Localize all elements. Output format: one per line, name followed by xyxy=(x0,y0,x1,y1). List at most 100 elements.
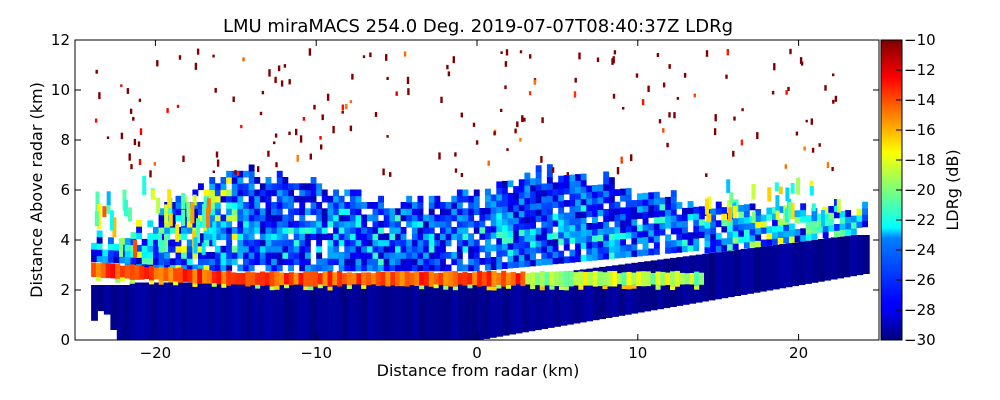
cloud-cell xyxy=(350,233,356,241)
cloud-cell xyxy=(350,220,356,228)
cloud-cell xyxy=(158,214,165,222)
melting-layer-cell xyxy=(689,273,695,285)
cloud-cell xyxy=(569,237,576,244)
cloud-cell xyxy=(158,208,165,216)
cloud-cell xyxy=(822,225,829,233)
cloud-cell xyxy=(518,179,525,187)
fall-streak xyxy=(751,183,756,200)
melting-layer-edge xyxy=(361,285,367,289)
cloud-cell xyxy=(389,258,396,266)
cloud-cell xyxy=(276,170,283,178)
cloud-cell xyxy=(282,245,289,253)
cloud-cell xyxy=(271,202,278,209)
cloud-cell xyxy=(456,233,463,241)
cloud-cell xyxy=(321,220,328,228)
cloud-cell xyxy=(417,220,424,228)
cloud-cell xyxy=(361,227,368,234)
clutter-column xyxy=(367,282,375,340)
cloud-cell xyxy=(395,264,401,272)
fall-streak xyxy=(190,202,195,224)
cloud-cell xyxy=(456,202,463,209)
cloud-cell xyxy=(698,212,705,220)
clutter-column xyxy=(387,282,394,340)
cloud-cell xyxy=(406,214,413,222)
cloud-cell xyxy=(372,227,379,234)
melting-layer-cell xyxy=(477,270,483,287)
cloud-cell xyxy=(501,237,508,244)
melting-layer-cell xyxy=(395,271,401,287)
cloud-cell xyxy=(710,227,717,235)
melting-layer-cell xyxy=(370,273,376,285)
colorbar-tick-label: −16 xyxy=(904,121,936,139)
cloud-cell xyxy=(597,197,604,204)
cloud-cell xyxy=(293,227,300,234)
cloud-cell xyxy=(456,252,463,259)
colorbar-ticks: −30−28−26−24−22−20−18−16−14−12−10 xyxy=(896,31,936,349)
high-echo xyxy=(789,48,792,55)
cloud-cell xyxy=(569,174,576,182)
cloud-cell xyxy=(642,236,649,244)
cloud-cell xyxy=(113,250,120,257)
cloud-cell xyxy=(411,252,418,259)
cloud-cell xyxy=(530,240,536,248)
high-echo xyxy=(733,116,736,121)
cloud-cell xyxy=(372,239,379,247)
cloud-cell xyxy=(558,206,565,214)
cloud-cell xyxy=(597,240,604,248)
cloud-cell xyxy=(496,181,503,189)
cloud-cell xyxy=(417,239,424,247)
cloud-cell xyxy=(237,183,244,191)
cloud-cell xyxy=(648,248,655,256)
cloud-cell xyxy=(361,264,368,272)
cloud-cell xyxy=(158,252,165,259)
cloud-cell xyxy=(541,196,548,203)
cloud-cell xyxy=(518,260,525,268)
melting-layer-cell xyxy=(448,270,454,287)
cloud-cell xyxy=(237,208,244,216)
melting-layer-edge xyxy=(443,285,449,290)
cloud-cell xyxy=(704,240,711,248)
fall-streak xyxy=(127,207,132,222)
cloud-cell xyxy=(653,223,660,230)
cloud-cell xyxy=(417,264,424,272)
cloud-cell xyxy=(434,202,441,209)
cloud-cell xyxy=(203,189,210,197)
cloud-cell xyxy=(378,233,384,241)
cloud-cell xyxy=(209,239,216,247)
cloud-cell xyxy=(653,204,660,212)
melting-layer-cell xyxy=(100,262,106,279)
cloud-cell xyxy=(226,258,233,266)
clutter-column xyxy=(374,282,381,340)
melting-layer-cell xyxy=(351,273,357,285)
clutter-column xyxy=(477,282,484,340)
cloud-cell xyxy=(316,183,323,191)
cloud-cell xyxy=(428,233,435,241)
cloud-cell xyxy=(169,258,176,266)
melting-layer-cell xyxy=(626,271,632,286)
cloud-cell xyxy=(406,220,413,228)
cloud-cell xyxy=(440,239,446,247)
cloud-cell xyxy=(625,213,632,220)
cloud-cell xyxy=(411,239,418,247)
clutter-column xyxy=(303,282,311,340)
clutter-column xyxy=(412,282,420,340)
melting-layer-cell xyxy=(380,272,386,286)
cloud-cell xyxy=(456,239,463,247)
cloud-cell xyxy=(130,232,137,239)
fall-streak xyxy=(775,195,780,211)
high-echo xyxy=(341,104,344,111)
high-echo xyxy=(132,116,135,121)
cloud-cell xyxy=(541,202,548,209)
cloud-cell xyxy=(378,258,384,266)
cloud-cell xyxy=(440,227,446,234)
cloud-cell xyxy=(642,217,649,225)
cloud-cell xyxy=(428,208,435,216)
cloud-cell xyxy=(479,226,486,234)
cloud-cell xyxy=(181,258,187,266)
high-echo xyxy=(771,90,775,95)
melting-layer-cell xyxy=(530,272,536,286)
cloud-cell xyxy=(338,264,345,272)
cloud-cell xyxy=(259,227,266,234)
cloud-cell xyxy=(288,208,294,216)
cloud-cell xyxy=(316,214,323,222)
